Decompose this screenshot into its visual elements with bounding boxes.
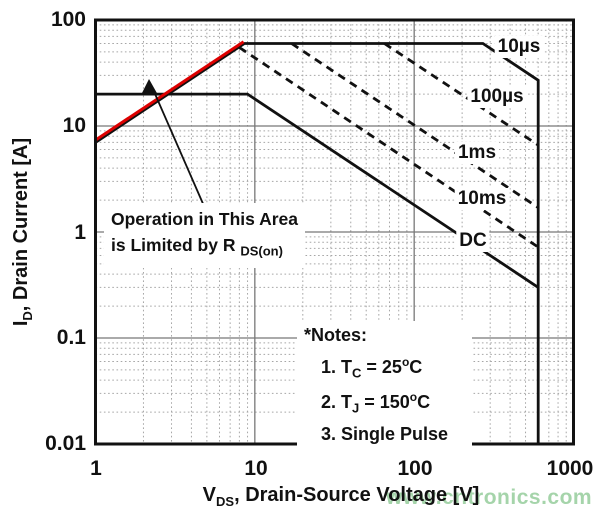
y-tick-0.01: 0.01	[45, 432, 86, 455]
curve-label-10ms: 10ms	[454, 188, 510, 210]
y-axis-title: ID, Drain Current [A]	[10, 137, 35, 327]
curve-label-dc: DC	[456, 230, 490, 252]
curve-label-1ms: 1ms	[454, 142, 500, 164]
rdson-annotation-line1: Operation in This Area	[111, 209, 299, 229]
curve-label-10us: 10µs	[494, 36, 544, 58]
y-tick-1: 1	[74, 221, 86, 244]
rdson-annotation: Operation in This Area is Limited by R D…	[104, 203, 306, 268]
y-tick-10: 10	[62, 114, 86, 137]
curve-label-100us: 100µs	[467, 86, 527, 108]
y-tick-100: 100	[50, 8, 86, 31]
note-2: 2. TJ = 150oC	[321, 389, 431, 416]
x-tick-1000: 1000	[546, 457, 594, 480]
notes-block: *Notes: 1. TC = 25oC 2. TJ = 150oC 3. Si…	[297, 321, 472, 448]
x-axis-title: VDS, Drain-Source Voltage [V]	[202, 484, 480, 509]
watermark: www.cntronics.com	[386, 486, 593, 509]
x-tick-1: 1	[90, 457, 102, 480]
x-tick-10: 10	[244, 457, 268, 480]
rdson-annotation-line2: is Limited by R DS(on)	[111, 235, 283, 259]
note-1: 1. TC = 25oC	[321, 355, 423, 381]
note-3: 3. Single Pulse	[321, 424, 449, 445]
y-tick-0.1: 0.1	[56, 326, 86, 349]
x-tick-100: 100	[397, 457, 433, 480]
notes-header: *Notes:	[304, 325, 368, 345]
